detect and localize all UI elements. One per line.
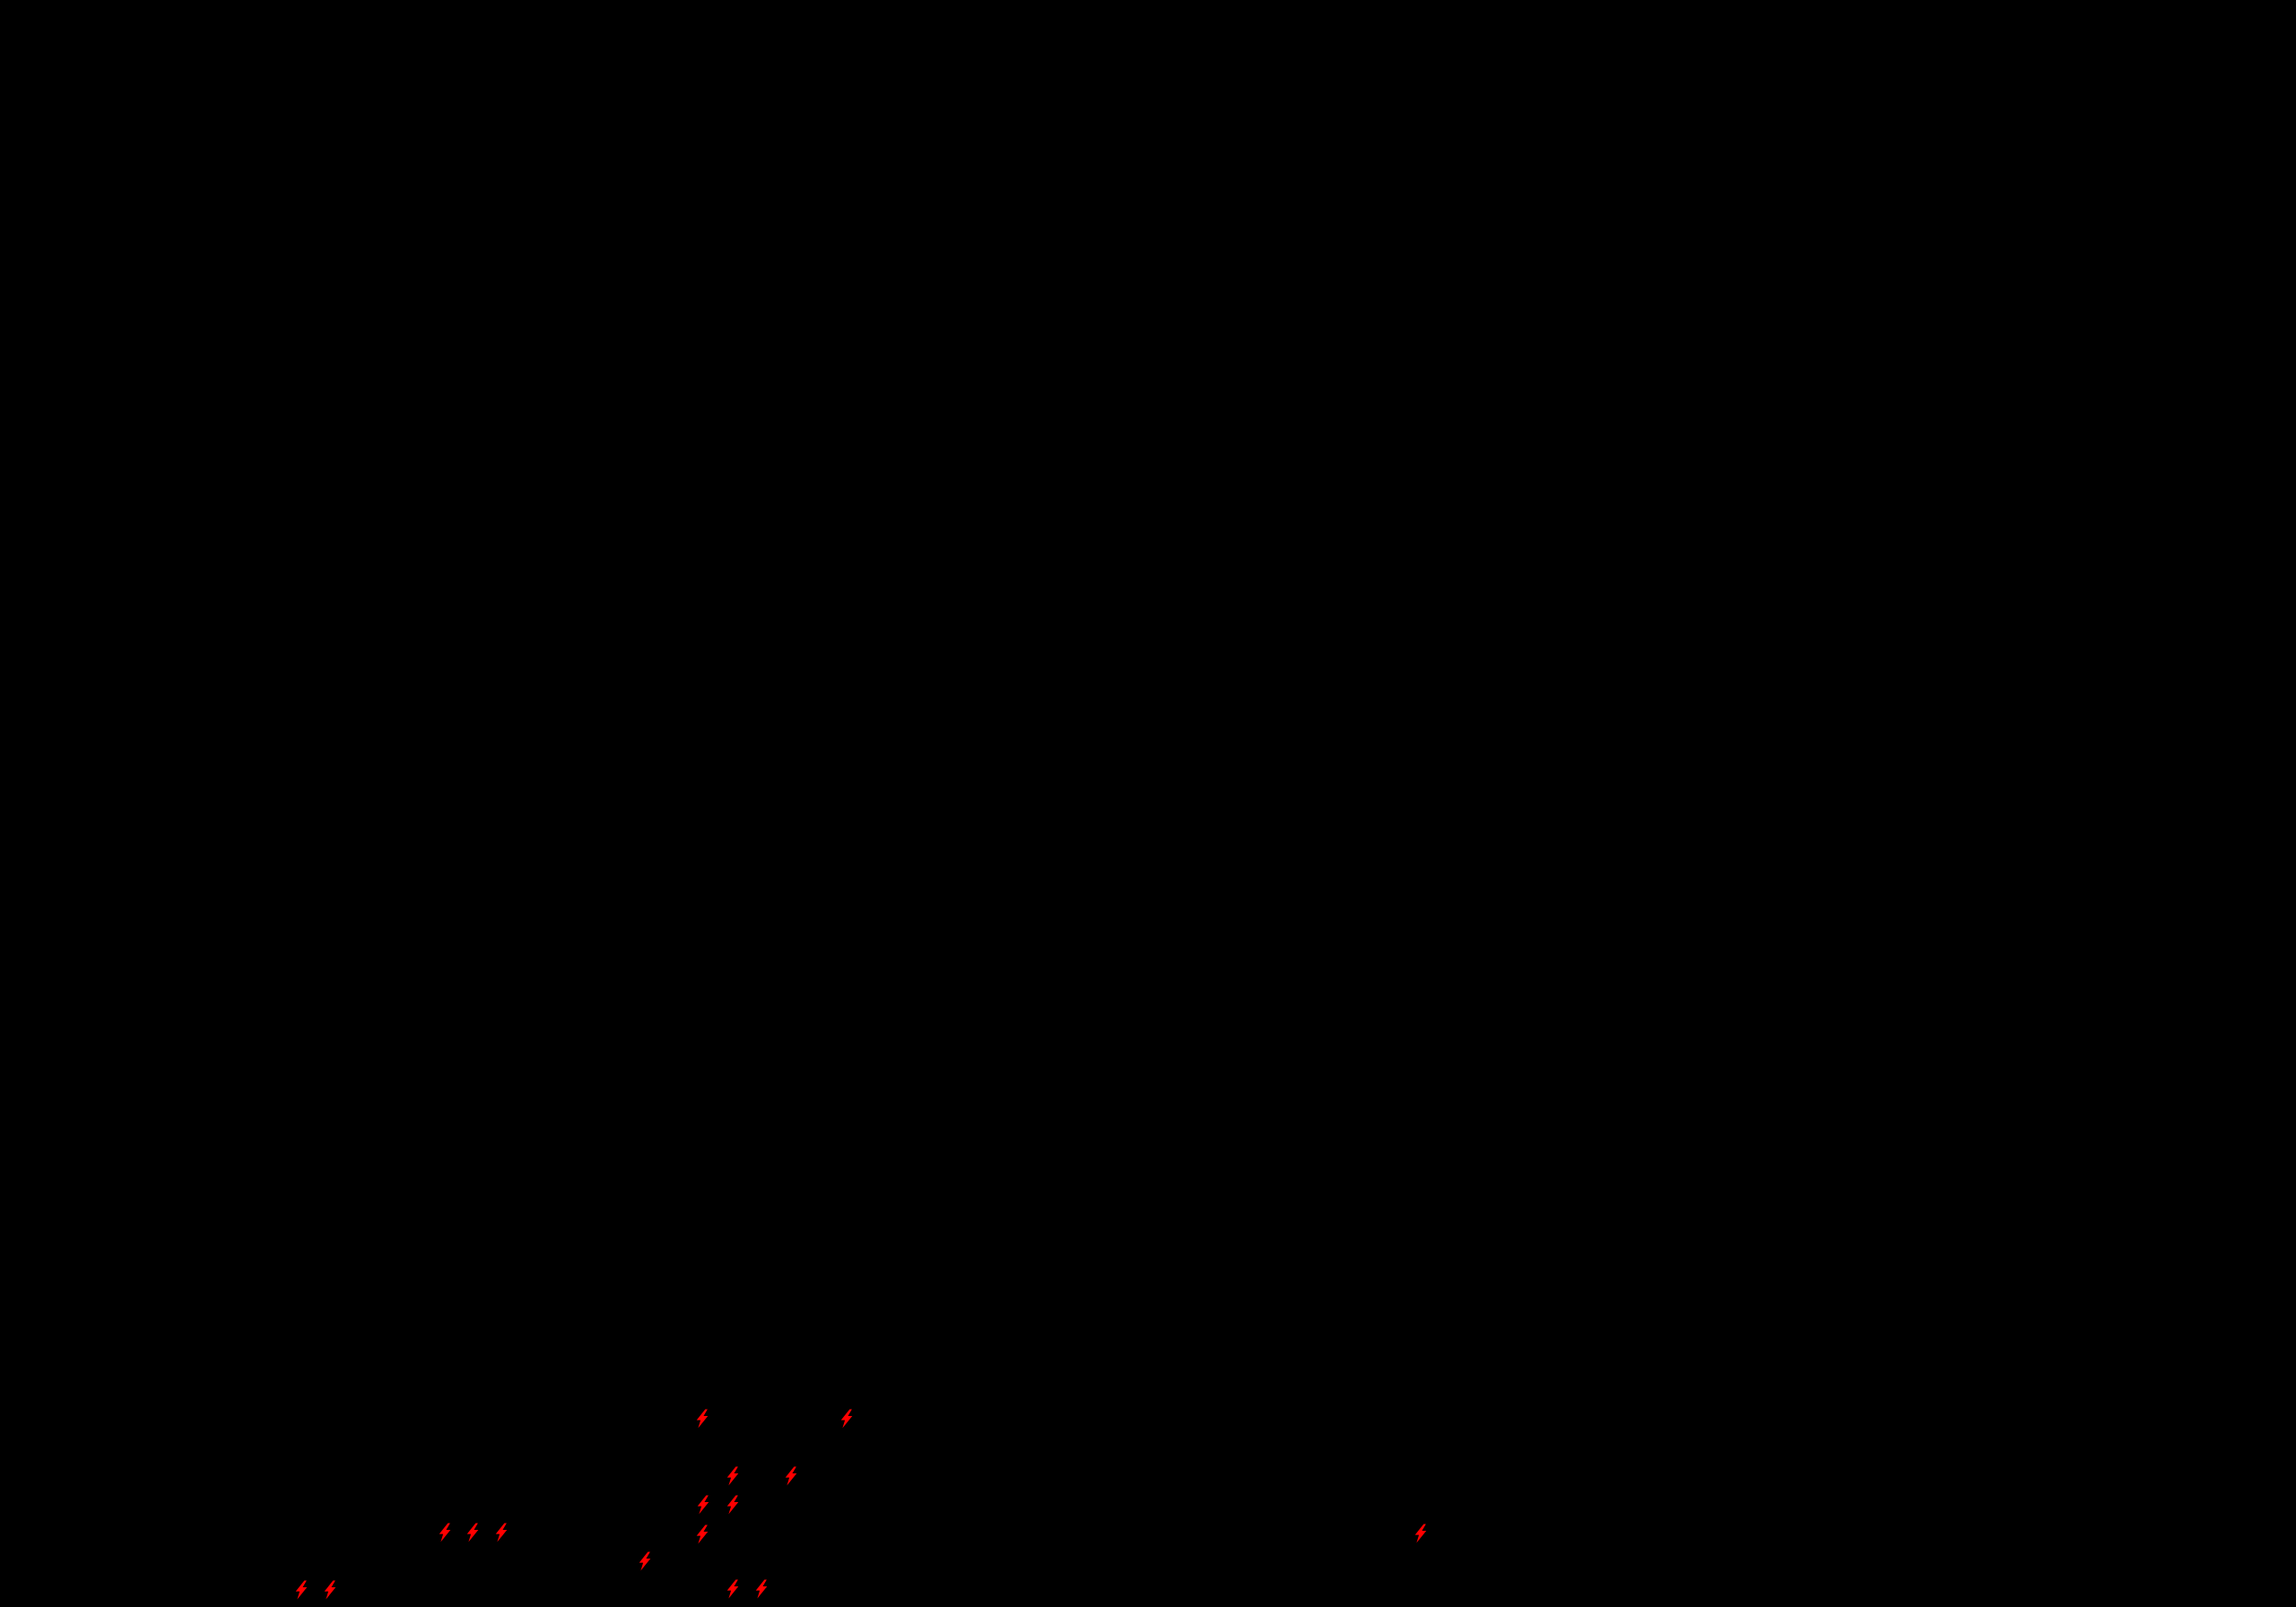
lightning-bolt-icon[interactable] [696, 1409, 709, 1429]
lightning-bolt-icon[interactable] [495, 1523, 508, 1542]
lightning-bolt-icon[interactable] [639, 1551, 651, 1571]
lightning-bolt-icon[interactable] [840, 1409, 853, 1429]
lightning-bolt-icon[interactable] [696, 1524, 709, 1544]
lightning-bolt-icon[interactable] [726, 1495, 739, 1515]
lightning-bolt-icon[interactable] [726, 1466, 739, 1486]
lightning-bolt-icon[interactable] [466, 1523, 479, 1542]
lightning-bolt-icon[interactable] [726, 1579, 739, 1599]
lightning-bolt-icon[interactable] [1414, 1524, 1427, 1543]
lightning-bolt-icon[interactable] [697, 1495, 709, 1515]
lightning-bolt-icon[interactable] [755, 1579, 768, 1599]
lightning-bolt-icon[interactable] [295, 1580, 308, 1600]
lightning-bolt-icon[interactable] [785, 1466, 797, 1486]
lightning-bolt-icon[interactable] [439, 1523, 451, 1542]
lightning-bolt-icon[interactable] [324, 1580, 336, 1600]
